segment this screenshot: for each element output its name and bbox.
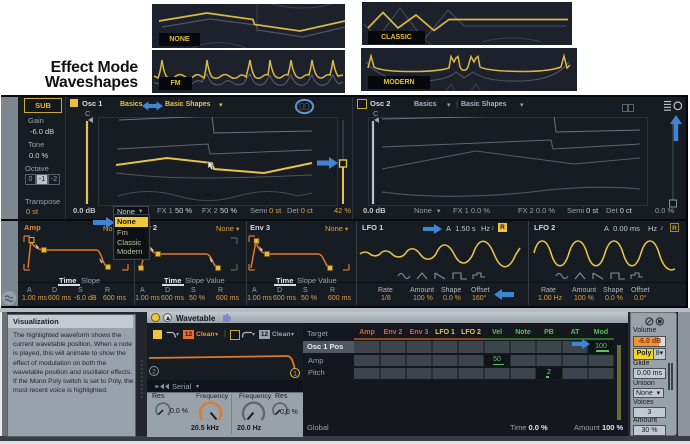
svg-text:1: 1	[293, 371, 297, 378]
svg-text:2: 2	[152, 369, 156, 376]
